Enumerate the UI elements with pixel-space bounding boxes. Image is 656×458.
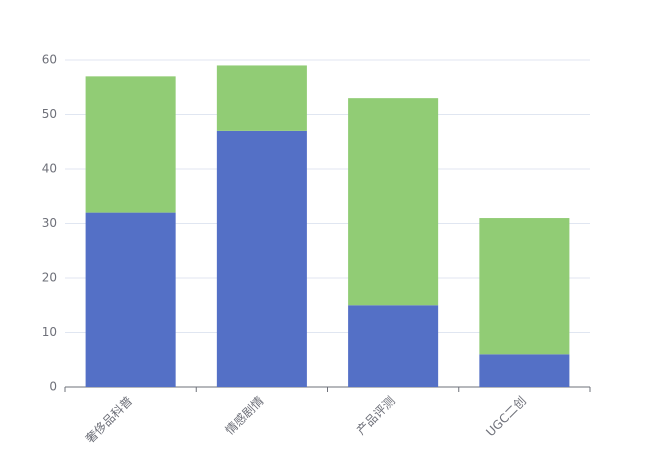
bar-segment bbox=[348, 305, 439, 387]
y-tick-label: 30 bbox=[42, 216, 57, 230]
y-tick-label: 10 bbox=[42, 325, 57, 339]
bar-segment bbox=[479, 354, 570, 387]
x-tick-label: 产品评测 bbox=[354, 394, 398, 438]
y-tick-label: 20 bbox=[42, 271, 57, 285]
bar-segment bbox=[216, 65, 307, 131]
bar-segment bbox=[85, 76, 176, 213]
bar-segment bbox=[348, 98, 439, 306]
y-tick-label: 0 bbox=[49, 380, 57, 394]
x-tick-label: 奢侈品科普 bbox=[83, 394, 135, 446]
bar-segment bbox=[85, 212, 176, 387]
y-tick-label: 40 bbox=[42, 162, 57, 176]
bar-segment bbox=[479, 218, 570, 355]
x-tick-label: 情感剧情 bbox=[222, 393, 267, 438]
y-tick-label: 50 bbox=[42, 107, 57, 121]
bar-segment bbox=[216, 130, 307, 387]
x-tick-label: UGC二创 bbox=[483, 394, 529, 440]
y-tick-label: 60 bbox=[42, 53, 57, 67]
